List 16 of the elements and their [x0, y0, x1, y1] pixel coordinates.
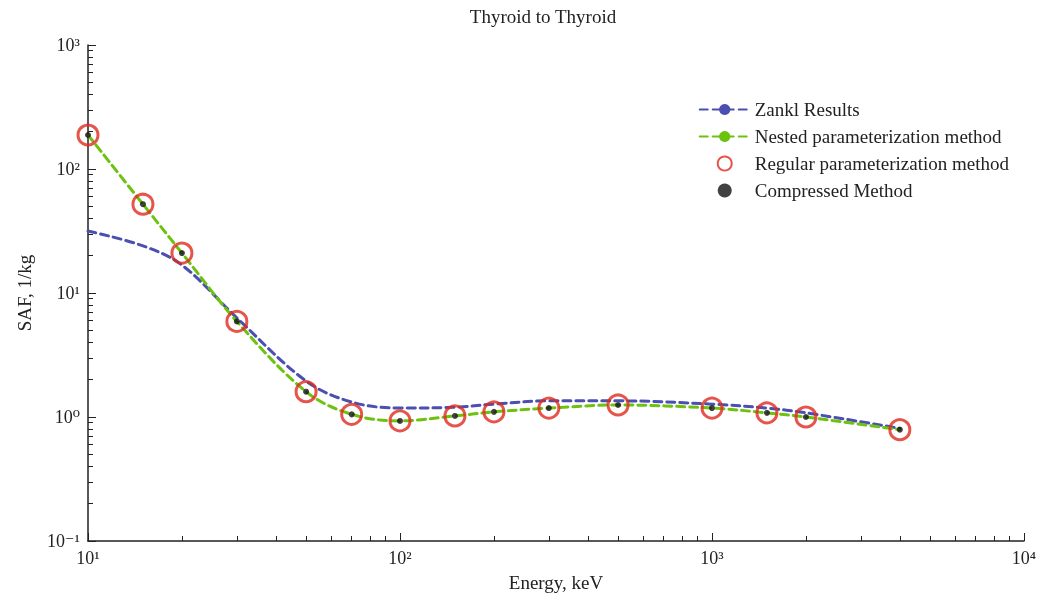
y-tick-label: 10³ [56, 35, 81, 55]
x-tick-label: 10⁴ [1011, 548, 1037, 568]
y-axis-title: SAF, 1/kg [14, 254, 35, 332]
x-tick-label: 10¹ [76, 548, 100, 568]
legend-label: Zankl Results [754, 99, 860, 120]
legend-label: Regular parameterization method [754, 153, 1010, 174]
x-tick-label: 10² [388, 548, 412, 568]
legend-label: Compressed Method [754, 180, 914, 201]
y-tick-label: 10⁰ [54, 407, 80, 427]
x-axis-title: Energy, keV [508, 572, 604, 593]
chart-title: Thyroid to Thyroid [469, 6, 617, 27]
legend-label: Nested parameterization method [754, 126, 1003, 147]
y-tick-label: 10¹ [56, 283, 80, 303]
x-tick-label: 10³ [700, 548, 725, 568]
y-tick-label: 10² [56, 159, 80, 179]
y-tick-label: 10⁻¹ [47, 531, 80, 551]
